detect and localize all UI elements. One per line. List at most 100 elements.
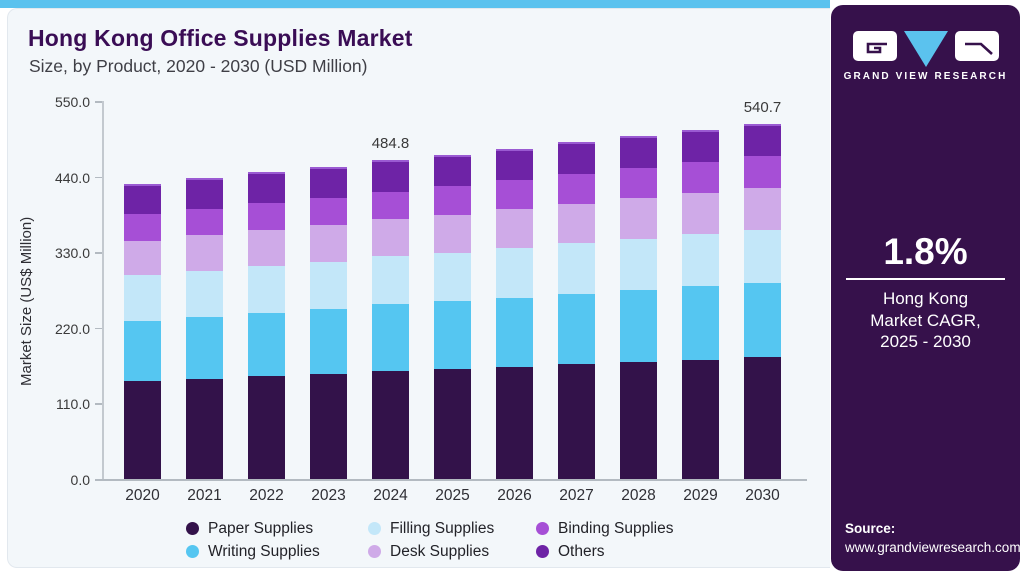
x-tick-label-2023: 2023 (311, 487, 346, 504)
x-tick-label-2026: 2026 (497, 487, 532, 504)
x-tick-label-2024: 2024 (373, 487, 408, 504)
segment-2020-filling-supplies (124, 275, 161, 321)
bar-total-label-2030: 540.7 (743, 98, 782, 116)
segment-2024-paper-supplies (372, 370, 409, 479)
bar-2021 (186, 177, 223, 479)
segment-2030-filling-supplies (744, 229, 781, 283)
bar-2030 (744, 123, 781, 479)
segment-2029-others (682, 129, 719, 163)
segment-2028-filling-supplies (620, 238, 657, 291)
legend-dot (186, 545, 199, 558)
page-title: Hong Kong Office Supplies Market (28, 25, 413, 51)
segment-2026-filling-supplies (496, 247, 533, 298)
cagr-label: Hong Kong Market CAGR, 2025 - 2030 (831, 288, 1020, 353)
x-axis-line (102, 479, 807, 481)
bar-2029 (682, 129, 719, 479)
segment-2024-binding-supplies (372, 191, 409, 220)
legend-label: Others (558, 542, 605, 560)
segment-2021-writing-supplies (186, 316, 223, 379)
chart-legend: Paper Supplies Writing Supplies Filling Su… (186, 517, 706, 563)
x-tick-label-2027: 2027 (559, 487, 594, 504)
source-block: Source: www.grandviewresearch.com (845, 519, 1021, 557)
bar-2027 (558, 142, 595, 479)
segment-2025-filling-supplies (434, 252, 471, 302)
logo-g-glyph (866, 42, 887, 54)
x-tick-label-2020: 2020 (125, 487, 160, 504)
y-tick-label: 220.0 (54, 320, 90, 337)
legend-label: Desk Supplies (390, 542, 490, 560)
legend-dot (186, 522, 199, 535)
y-tick-label: 550.0 (54, 94, 90, 110)
legend-item-paper-supplies: Paper Supplies (186, 520, 368, 538)
bar-2023 (310, 166, 347, 479)
segment-2027-writing-supplies (558, 293, 595, 365)
segment-2027-paper-supplies (558, 364, 595, 479)
bar-2024 (372, 160, 409, 479)
segment-2021-binding-supplies (186, 208, 223, 236)
segment-2025-binding-supplies (434, 186, 471, 215)
y-tick-label: 110.0 (56, 396, 90, 413)
segment-2030-paper-supplies (744, 357, 781, 479)
y-tick-mark (95, 176, 102, 179)
segment-2025-others (434, 154, 471, 187)
segment-2027-desk-supplies (558, 203, 595, 244)
segment-2030-desk-supplies (744, 187, 781, 230)
segment-2020-writing-supplies (124, 320, 161, 382)
segment-2029-binding-supplies (682, 162, 719, 193)
segment-2021-filling-supplies (186, 270, 223, 317)
segment-2027-others (558, 142, 595, 175)
x-tick-label-2025: 2025 (435, 487, 470, 504)
legend-dot (368, 545, 381, 558)
segment-2026-desk-supplies (496, 209, 533, 248)
y-axis-line (102, 101, 104, 481)
legend-dot (536, 522, 549, 535)
gvr-logo (831, 31, 1020, 67)
logo-g-tile (852, 31, 897, 61)
segment-2024-writing-supplies (372, 304, 409, 371)
y-tick-label: 0.0 (70, 472, 90, 488)
segment-2028-writing-supplies (620, 290, 657, 363)
segment-2028-paper-supplies (620, 362, 657, 479)
segment-2021-paper-supplies (186, 378, 223, 479)
legend-label: Filling Supplies (390, 519, 495, 537)
x-tick-label-2030: 2030 (745, 487, 780, 504)
segment-2022-paper-supplies (248, 376, 285, 479)
segment-2024-desk-supplies (372, 219, 409, 257)
segment-2030-others (744, 123, 781, 157)
segment-2028-desk-supplies (620, 198, 657, 239)
segment-2030-writing-supplies (744, 282, 781, 358)
segment-2023-others (310, 166, 347, 198)
segment-2020-paper-supplies (124, 381, 161, 479)
x-tick-label-2029: 2029 (683, 487, 718, 504)
segment-2027-binding-supplies (558, 174, 595, 204)
cagr-value: 1.8% (883, 231, 968, 272)
segment-2028-binding-supplies (620, 168, 657, 199)
segment-2023-desk-supplies (310, 225, 347, 262)
segment-2026-paper-supplies (496, 366, 533, 479)
cagr-label-line1: Hong Kong (882, 289, 969, 308)
segment-2020-others (124, 183, 161, 215)
segment-2023-binding-supplies (310, 197, 347, 226)
legend-item-desk-supplies: Desk Supplies (368, 543, 536, 561)
segment-2024-filling-supplies (372, 256, 409, 305)
segment-2025-desk-supplies (434, 214, 471, 253)
segment-2022-binding-supplies (248, 203, 285, 231)
chart-card: Hong Kong Office Supplies Market Size, b… (7, 8, 830, 568)
y-tick-label: 440.0 (54, 169, 90, 186)
y-tick-mark (95, 252, 102, 254)
bar-2028 (620, 136, 657, 479)
page-subtitle: Size, by Product, 2020 - 2030 (USD Milli… (29, 56, 368, 76)
segment-2026-binding-supplies (496, 180, 533, 210)
segment-2021-desk-supplies (186, 235, 223, 271)
accent-top-strip (0, 0, 830, 8)
bar-2020 (124, 183, 161, 479)
legend-label: Writing Supplies (208, 542, 320, 560)
segment-2024-others (372, 160, 409, 192)
segment-2022-filling-supplies (248, 266, 285, 313)
segment-2028-others (620, 136, 657, 169)
bar-2026 (496, 148, 533, 479)
legend-item-filling-supplies: Filling Supplies (368, 520, 536, 538)
segment-2020-binding-supplies (124, 214, 161, 241)
source-url: www.grandviewresearch.com (845, 540, 1021, 555)
segment-2023-filling-supplies (310, 261, 347, 309)
